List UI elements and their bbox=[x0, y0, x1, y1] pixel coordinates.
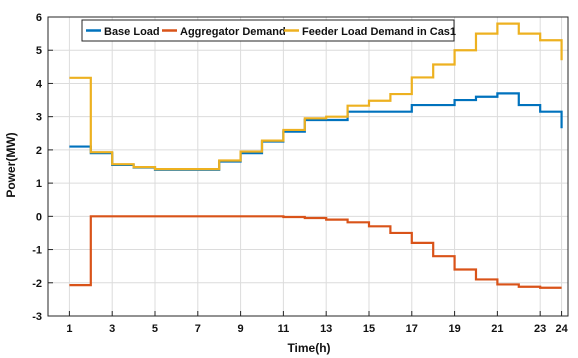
y-tick-label: 2 bbox=[36, 145, 42, 157]
x-tick-label: 17 bbox=[406, 323, 418, 335]
series-lines bbox=[69, 22, 563, 289]
grid bbox=[48, 16, 568, 317]
legend: Base Load Aggregator Demand Feeder Load … bbox=[81, 19, 456, 42]
y-tick-label: 4 bbox=[36, 78, 43, 90]
legend-label-base-load: Base Load bbox=[104, 26, 160, 38]
x-tick-label: 5 bbox=[152, 323, 158, 335]
x-tick-label: 7 bbox=[195, 323, 201, 335]
legend-label-aggregator-demand: Aggregator Demand bbox=[180, 26, 286, 38]
x-tick-label: 3 bbox=[109, 323, 115, 335]
y-tick-label: 0 bbox=[36, 211, 42, 223]
y-axis-title: Power(MW) bbox=[4, 132, 18, 197]
x-tick-label: 9 bbox=[238, 323, 244, 335]
x-tick-label: 21 bbox=[491, 323, 503, 335]
series-line-feeder-load-demand-in-cas1 bbox=[69, 22, 563, 171]
y-tick-label: -3 bbox=[32, 311, 42, 323]
x-tick-label: 13 bbox=[320, 323, 332, 335]
x-tick-label: 19 bbox=[448, 323, 460, 335]
x-tick-labels: 1 3 5 7 9 11 13 15 17 19 21 23 24 bbox=[66, 323, 568, 335]
x-tick-label: 24 bbox=[555, 323, 568, 335]
x-axis-title: Time(h) bbox=[287, 341, 330, 355]
series-line-base-load bbox=[69, 92, 563, 171]
plot-frame bbox=[47, 16, 569, 317]
legend-box bbox=[81, 19, 455, 42]
x-tick-label: 15 bbox=[363, 323, 375, 335]
series-line-aggregator-demand bbox=[69, 215, 562, 289]
x-tick-label: 1 bbox=[66, 323, 72, 335]
y-tick-label: 3 bbox=[36, 112, 42, 124]
y-tick-label: -1 bbox=[32, 245, 42, 257]
y-tick-label: 1 bbox=[36, 178, 42, 190]
y-tick-labels: -3 -2 -1 0 1 2 3 4 5 6 bbox=[32, 12, 43, 323]
y-tick-label: -2 bbox=[32, 278, 42, 290]
x-tick-label: 11 bbox=[278, 323, 290, 335]
y-tick-label: 6 bbox=[36, 12, 42, 24]
legend-label-feeder-load: Feeder Load Demand in Cas1 bbox=[302, 26, 456, 38]
x-tick-label: 23 bbox=[534, 323, 546, 335]
y-tick-label: 5 bbox=[36, 45, 42, 57]
